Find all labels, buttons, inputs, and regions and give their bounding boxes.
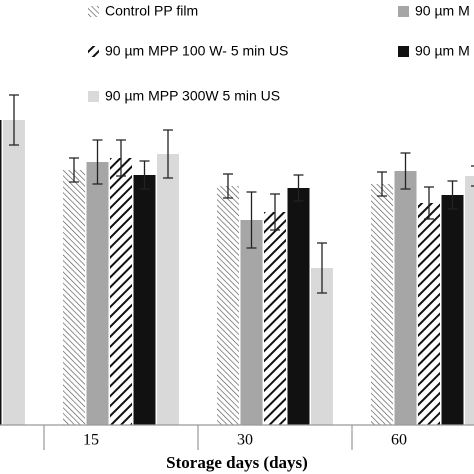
legend-label: 90 µm MPP 300W 5 min US [105,88,280,104]
bar [86,162,109,425]
error-bar [424,186,434,220]
legend-label: 90 µm M [415,3,470,19]
legend-label: 90 µm M [415,43,470,59]
x-tick-label: 60 [391,432,407,449]
error-bar [116,139,126,177]
bar [441,195,464,425]
bar [110,158,132,425]
bar [465,176,474,425]
legend-swatch [88,6,99,17]
error-bar [471,165,474,187]
error-bar [223,173,233,199]
error-bar [92,139,103,185]
error-bar [163,129,173,179]
error-bar [317,242,327,294]
bar [264,212,286,425]
error-bar [377,171,387,197]
error-bar [293,174,304,202]
bar [157,154,179,425]
bar [217,186,239,425]
x-tick-label: 15 [83,432,99,449]
legend-label: 90 µm MPP 100 W- 5 min US [105,43,288,59]
error-bar [270,193,280,231]
bar [418,203,440,425]
error-bar [9,94,19,146]
error-bar [139,160,150,190]
bar [371,184,393,425]
legend-swatch [398,46,409,57]
bar [394,171,417,425]
x-axis-title: Storage days (days) [166,453,308,472]
bar [287,188,310,425]
error-bar [447,180,458,210]
legend-label: Control PP film [105,3,198,19]
legend-swatch [398,6,409,17]
bar [240,220,263,425]
legend-swatch [88,91,99,102]
x-tick-label: 30 [237,432,253,449]
bar [133,175,156,425]
bar [3,120,25,425]
bar [63,170,85,425]
bar [0,120,2,425]
error-bar [246,191,257,249]
error-bar [69,157,79,183]
bar [311,268,333,425]
legend-swatch [88,46,99,57]
error-bar [400,152,411,190]
